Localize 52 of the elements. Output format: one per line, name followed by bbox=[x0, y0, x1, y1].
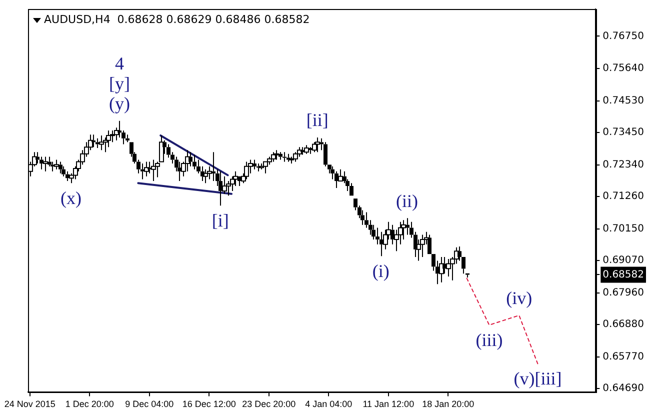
y-tick-label: 0.73450 bbox=[602, 127, 644, 138]
y-tick-label: 0.76750 bbox=[602, 30, 644, 42]
candlestick bbox=[360, 210, 364, 226]
candlestick bbox=[106, 130, 111, 148]
candlestick bbox=[324, 142, 328, 167]
candlestick bbox=[203, 168, 208, 184]
y-tick-label: 0.69070 bbox=[602, 255, 644, 266]
candlestick bbox=[43, 156, 48, 172]
candlestick bbox=[230, 176, 235, 192]
y-tick-label: 0.68582 bbox=[602, 269, 644, 280]
text: [ii] bbox=[306, 110, 328, 130]
x-tick-label: 16 Dec 12:00 bbox=[182, 399, 236, 410]
text: [i] bbox=[212, 210, 229, 230]
y-tick-label: 0.71260 bbox=[602, 191, 644, 202]
text: 4 [y] (y) bbox=[108, 54, 130, 114]
text: (x) bbox=[60, 188, 82, 208]
y-tick-label: 0.75640 bbox=[602, 63, 644, 74]
candlestick bbox=[192, 154, 196, 170]
data-label: (iv) bbox=[506, 288, 532, 308]
chart-title: AUDUSD,H4 0.68628 0.68629 0.68486 0.68582 bbox=[44, 12, 310, 26]
candlestick bbox=[420, 234, 425, 258]
y-tick-label: 0.65770 bbox=[602, 351, 644, 362]
x-tick-label: 11 Jan 12:00 bbox=[362, 399, 414, 410]
candlestick bbox=[144, 161, 149, 177]
candlestick bbox=[110, 130, 115, 143]
candlestick bbox=[439, 256, 444, 283]
candlestick bbox=[99, 134, 104, 151]
candlestick bbox=[263, 161, 268, 174]
x-tick-label: 9 Dec 04:00 bbox=[125, 399, 174, 410]
candlestick bbox=[446, 258, 451, 278]
y-tick-label: 0.64690 bbox=[602, 382, 644, 394]
y-tick-label: 0.67960 bbox=[602, 287, 644, 298]
candlestick bbox=[226, 180, 231, 196]
x-tick-label: 24 Nov 2015 bbox=[4, 399, 56, 410]
data-label: (iii) bbox=[476, 330, 503, 350]
y-tick-label: 0.66880 bbox=[602, 319, 644, 330]
y-tick-label: 0.70150 bbox=[602, 224, 644, 235]
candlestick bbox=[62, 166, 66, 177]
data-label: (v)[iii] bbox=[514, 368, 562, 389]
x-tick-label: 4 Jan 04:00 bbox=[305, 399, 352, 410]
x-tick-label: 18 Jan 20:00 bbox=[422, 399, 474, 410]
candlestick bbox=[282, 152, 286, 162]
candlestick bbox=[151, 159, 156, 182]
candlestick bbox=[126, 134, 130, 143]
candlestick bbox=[350, 182, 354, 196]
text: (ii) bbox=[396, 190, 418, 211]
y-tick-label: 0.74530 bbox=[602, 96, 644, 107]
y-tick-label: 0.72340 bbox=[602, 160, 644, 171]
x-tick-label: 1 Dec 20:00 bbox=[65, 399, 114, 410]
line-series bbox=[466, 278, 538, 364]
text: (i) bbox=[372, 260, 390, 281]
x-tick-label: 23 Dec 20:00 bbox=[242, 399, 296, 410]
